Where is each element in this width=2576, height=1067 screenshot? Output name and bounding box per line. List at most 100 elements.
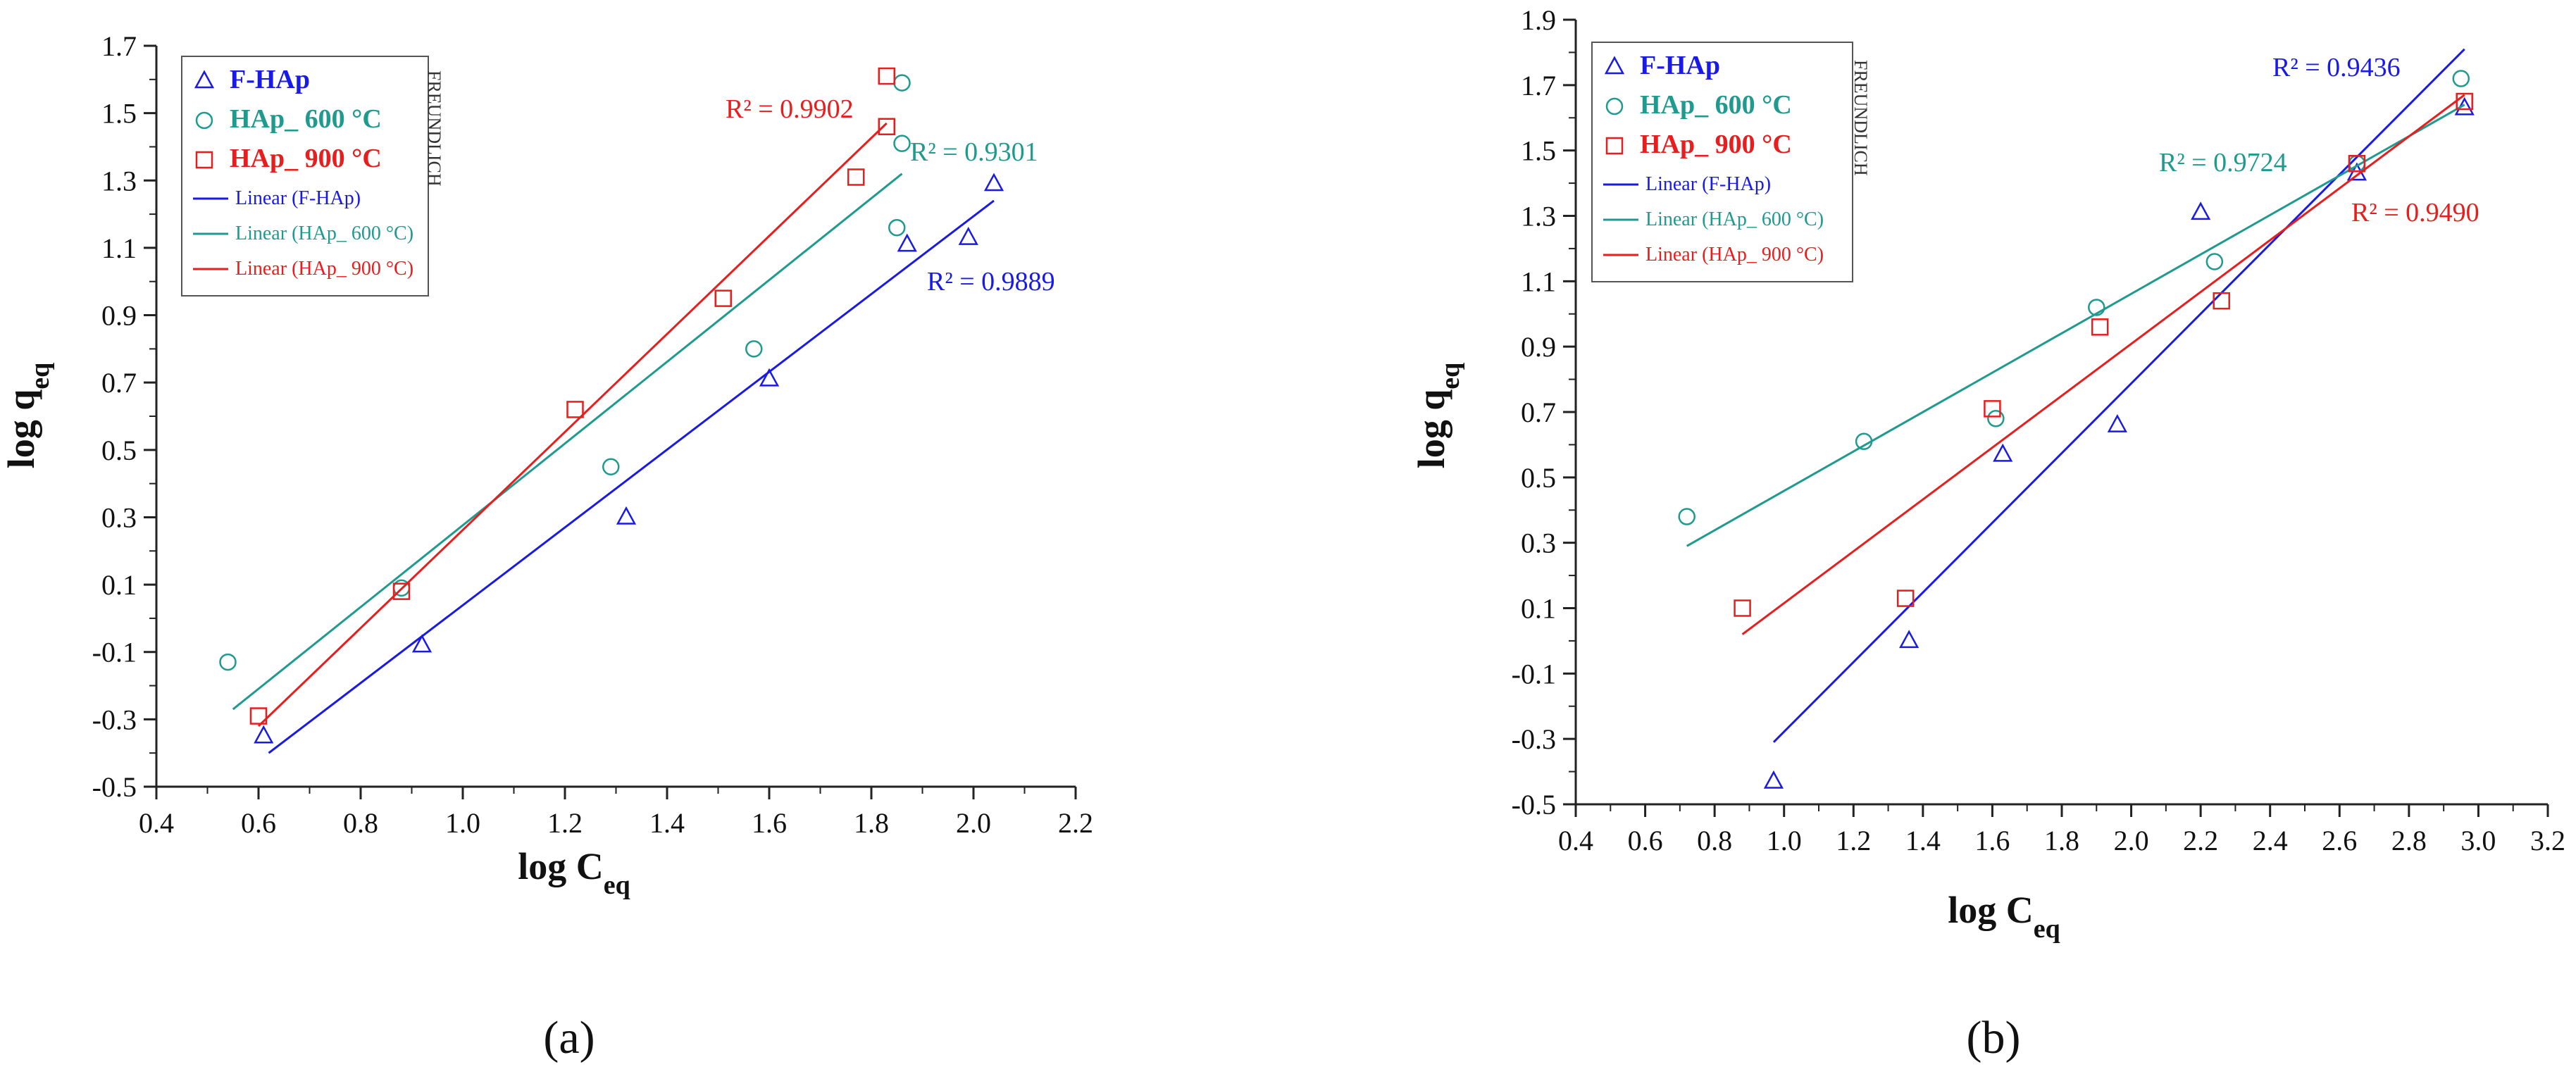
panel-label: (b) xyxy=(1967,1012,2021,1063)
data-point-square xyxy=(2213,292,2230,310)
y-tick-label: -0.5 xyxy=(1512,789,1556,820)
y-tick-label: 0.7 xyxy=(101,367,137,399)
x-tick-label: 2.2 xyxy=(2183,825,2218,856)
data-point-triangle xyxy=(759,368,780,387)
x-tick-label: 2.2 xyxy=(1058,807,1093,839)
y-tick-label: 1.3 xyxy=(1521,201,1556,232)
data-point-triangle xyxy=(254,725,274,744)
data-point-triangle xyxy=(411,634,433,653)
data-point-square xyxy=(1896,589,1915,607)
data-point-circle xyxy=(745,340,763,358)
data-point-triangle xyxy=(2454,96,2475,116)
data-point-square xyxy=(878,118,895,136)
legend-marker-circle xyxy=(195,111,213,130)
legend-box xyxy=(1591,42,1853,282)
y-tick-label: 1.1 xyxy=(1521,266,1556,297)
data-point-circle xyxy=(2452,70,2470,87)
x-tick-label: 3.2 xyxy=(2530,825,2565,856)
data-point-circle xyxy=(893,135,911,152)
legend-marker-square xyxy=(195,151,213,169)
x-tick-label: 1.8 xyxy=(2044,825,2079,856)
x-tick-label: 2.6 xyxy=(2322,825,2357,856)
x-tick-label: 2.8 xyxy=(2391,825,2427,856)
x-tick-label: 1.0 xyxy=(445,807,480,839)
x-tick-label: 1.6 xyxy=(1974,825,2010,856)
data-point-square xyxy=(2348,154,2366,173)
fit-line-square xyxy=(257,122,888,728)
fit-line-circle xyxy=(1686,104,2465,547)
data-point-circle xyxy=(1678,508,1695,525)
y-axis-title: log qeq xyxy=(1410,363,1465,469)
data-point-triangle xyxy=(1993,443,2013,462)
legend-entry-label: F-HAp xyxy=(230,65,310,94)
y-tick-label: 1.5 xyxy=(1521,135,1556,167)
fit-line-triangle xyxy=(1772,48,2465,743)
r2-label: R² = 0.9889 xyxy=(927,267,1055,297)
data-point-circle xyxy=(893,74,911,92)
data-point-triangle xyxy=(1763,770,1784,789)
legend-line-label: Linear (F-HAp) xyxy=(235,187,361,209)
y-tick-label: 0.9 xyxy=(1521,331,1556,363)
r2-label: R² = 0.9436 xyxy=(2272,53,2401,82)
x-tick-label: 1.2 xyxy=(547,807,583,839)
side-note-label: FREUNDLICH xyxy=(424,70,444,187)
data-point-square xyxy=(847,168,865,186)
r2-label: R² = 0.9724 xyxy=(2159,148,2287,177)
legend-entry-label: HAp_ 900 °C xyxy=(230,144,382,173)
y-axis-title: log qeq xyxy=(0,363,55,469)
y-tick-label: 1.9 xyxy=(1521,4,1556,36)
data-point-square xyxy=(714,289,732,307)
chart-panel-a: 0.4 0.6 0.8 1.0 1.2 1.4 1.6 1.8 2.0 2.2 -0.5 -0.3 -0… xyxy=(0,30,1093,1063)
y-tick-label: 0.3 xyxy=(101,501,137,533)
y-tick-label: 1.1 xyxy=(101,232,137,264)
x-tick-label: 1.4 xyxy=(1905,825,1941,856)
data-point-square xyxy=(878,67,895,85)
x-tick-label: 1.8 xyxy=(854,807,889,839)
r2-label: R² = 0.9490 xyxy=(2351,198,2479,227)
data-point-circle xyxy=(219,653,237,671)
y-tick-label: -0.1 xyxy=(92,637,137,668)
data-point-square xyxy=(249,707,268,725)
y-tick-label: -0.3 xyxy=(92,704,137,735)
y-tick-label: 1.7 xyxy=(101,30,137,62)
legend-marker-square xyxy=(1605,137,1624,155)
y-tick-label: 0.1 xyxy=(1521,593,1556,625)
fit-line-circle xyxy=(232,173,903,711)
legend-box xyxy=(181,56,429,297)
side-note-label: FREUNDLICH xyxy=(1850,60,1871,176)
y-tick-label: 0.5 xyxy=(101,435,137,466)
x-tick-label: 1.2 xyxy=(1836,825,1871,856)
y-tick-label: 1.5 xyxy=(101,98,137,130)
y-tick-label: -0.3 xyxy=(1512,723,1556,755)
legend-line-label: Linear (HAp_ 600 °C) xyxy=(1645,208,1824,230)
x-tick-label: 0.8 xyxy=(343,807,378,839)
chart-panel-b: 0.4 0.6 0.8 1.0 1.2 1.4 1.6 1.8 2.0 2.2 2.4 2.6 2.8 3… xyxy=(1410,4,2565,1063)
x-tick-label: 1.4 xyxy=(649,807,685,839)
data-point-square xyxy=(392,582,411,600)
legend-marker-circle xyxy=(1605,97,1624,116)
data-point-square xyxy=(1984,400,2001,418)
y-tick-label: 1.7 xyxy=(1521,70,1556,101)
data-point-triangle xyxy=(2191,201,2211,220)
legend-entry-label: HAp_ 900 °C xyxy=(1640,130,1792,159)
data-point-triangle xyxy=(616,506,637,525)
data-point-circle xyxy=(1987,410,2005,428)
y-tick-label: 0.7 xyxy=(1521,397,1556,428)
data-point-triangle xyxy=(983,173,1004,192)
data-point-circle xyxy=(602,458,620,475)
legend-entry-label: HAp_ 600 °C xyxy=(230,104,382,134)
r2-label: R² = 0.9902 xyxy=(726,94,854,124)
y-tick-label: 0.3 xyxy=(1521,528,1556,559)
x-tick-label: 0.8 xyxy=(1697,825,1732,856)
x-tick-label: 2.0 xyxy=(2114,825,2149,856)
data-point-square xyxy=(2456,92,2473,111)
x-tick-label: 1.0 xyxy=(1767,825,1802,856)
x-tick-label: 3.0 xyxy=(2460,825,2496,856)
y-tick-label: 0.1 xyxy=(101,569,137,601)
x-tick-label: 0.4 xyxy=(139,807,174,839)
legend-line-label: Linear (F-HAp) xyxy=(1645,173,1771,195)
x-tick-label: 0.4 xyxy=(1558,825,1593,856)
x-tick-label: 2.4 xyxy=(2253,825,2288,856)
data-point-triangle xyxy=(958,226,978,245)
